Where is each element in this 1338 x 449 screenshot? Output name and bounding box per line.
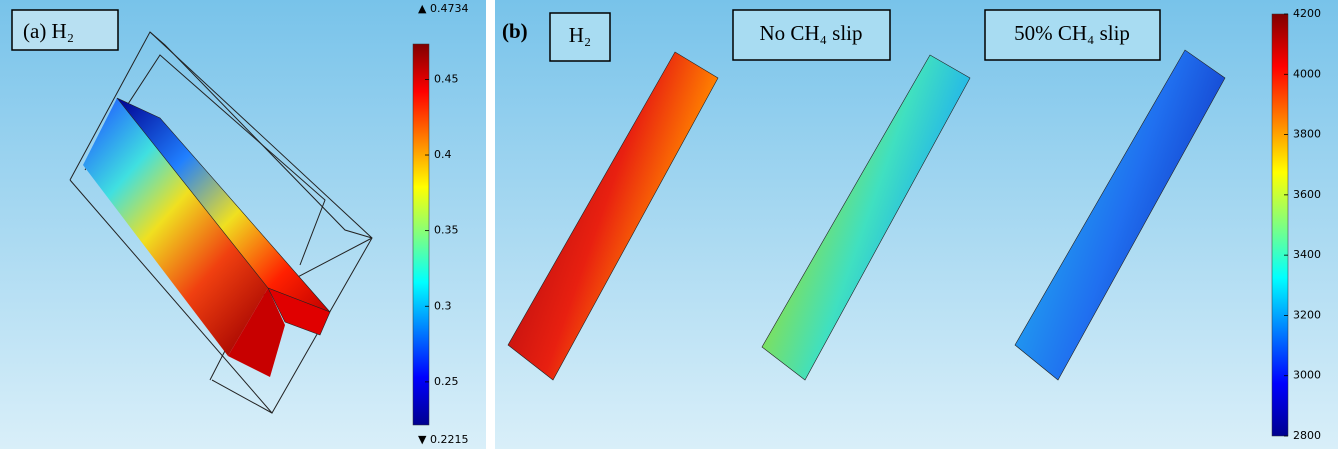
tick-label: 4200 — [1293, 7, 1321, 20]
panel-b: (b) H₂ No CH₄ slip 50% CH₄ slip — [495, 0, 1338, 449]
tick-label: 3800 — [1293, 128, 1321, 141]
tick-label: 3000 — [1293, 369, 1321, 382]
tick-label: 3600 — [1293, 188, 1321, 201]
case-title: 50% CH₄ slip — [1014, 21, 1130, 45]
min-label: ▼ 0.2215 — [418, 433, 468, 446]
tick-label: 0.3 — [434, 299, 452, 312]
panel-a: (a) H₂ ▲ 0.4734 ▼ 0.2215 — [0, 0, 486, 449]
colorbar — [413, 44, 429, 425]
colorbar — [1272, 14, 1288, 436]
tick-label: 0.35 — [434, 224, 459, 237]
tick-label: 0.4 — [434, 148, 452, 161]
figure: (a) H₂ ▲ 0.4734 ▼ 0.2215 (b) H₂ No CH₄ s… — [0, 0, 1338, 449]
case-title: H₂ — [569, 23, 592, 47]
case-title: No CH₄ slip — [759, 21, 862, 45]
tick-label: 3400 — [1293, 248, 1321, 261]
tick-label: 4000 — [1293, 67, 1321, 80]
tick-label: 0.25 — [434, 375, 459, 388]
tick-label: 2800 — [1293, 429, 1321, 442]
panel-label: (a) H₂ — [23, 19, 74, 43]
tick-label: 0.45 — [434, 72, 459, 85]
panel-label: (b) — [502, 19, 528, 43]
tick-label: 3200 — [1293, 308, 1321, 321]
max-label: ▲ 0.4734 — [418, 2, 468, 15]
